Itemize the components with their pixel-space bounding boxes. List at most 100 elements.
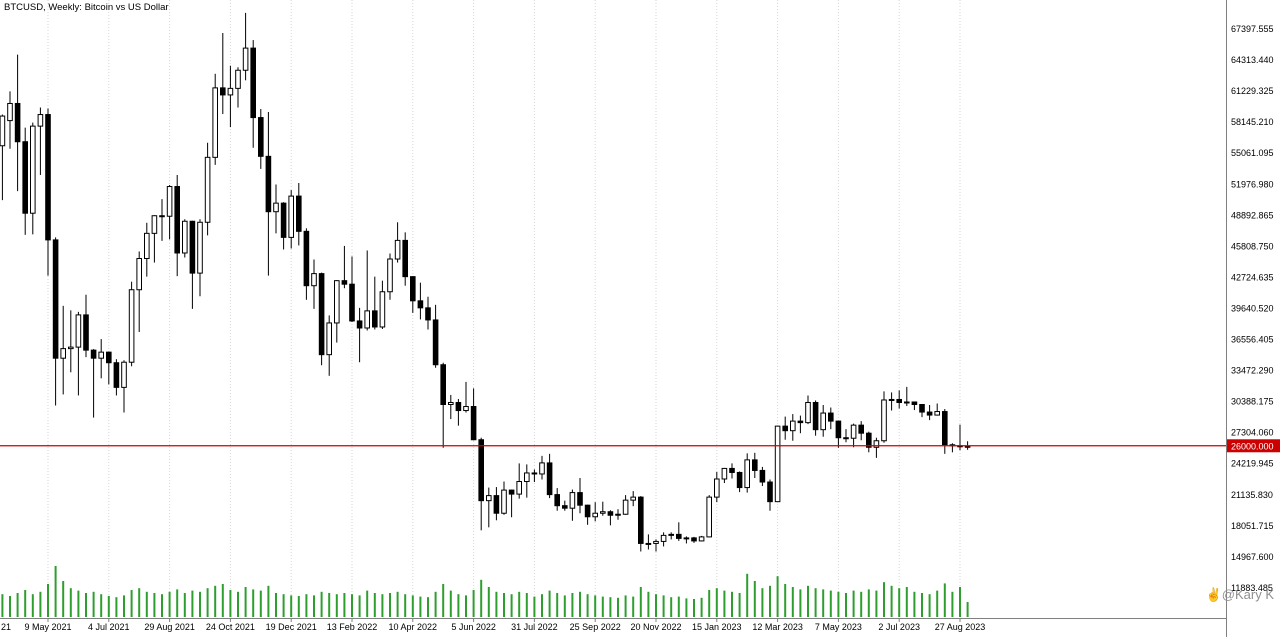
candle-body — [486, 495, 492, 502]
candle-body — [432, 319, 439, 366]
volume-bar — [746, 573, 749, 617]
volume-bar — [966, 602, 969, 617]
candle-body — [828, 412, 834, 422]
date-axis-label: 21 — [1, 622, 11, 632]
volume-bar — [693, 599, 695, 617]
candle-body — [220, 87, 226, 96]
price-axis-label: 64313.440 — [1231, 55, 1274, 65]
time-axis[interactable]: 21 9 May 2021 4 Jul 2021 29 Aug 2021 24 Oct … — [0, 618, 1227, 633]
volume-bar — [723, 590, 726, 617]
price-axis-label: 61229.325 — [1231, 86, 1274, 96]
candle-body — [106, 351, 112, 364]
volume-bar — [1, 594, 4, 617]
volume-bar — [518, 591, 521, 617]
candle-body — [615, 513, 621, 516]
candle-body — [258, 117, 264, 157]
price-axis-label: 55061.095 — [1231, 148, 1274, 158]
volume-bar — [898, 588, 901, 617]
candle-body — [866, 432, 872, 448]
candle-body — [402, 239, 408, 278]
candle-body — [759, 469, 766, 483]
candle-body — [774, 425, 781, 503]
price-line-tag[interactable]: 26000.000 — [1227, 439, 1280, 453]
volume-bar — [267, 585, 270, 617]
volume-bar — [905, 587, 908, 617]
candle-body — [607, 511, 614, 516]
candle-body — [569, 492, 576, 509]
candle-body — [394, 239, 401, 260]
price-axis-label: 67397.555 — [1231, 24, 1274, 34]
volume-bar — [449, 590, 452, 617]
candle-body — [744, 459, 751, 489]
volume-bar — [168, 591, 171, 617]
candle-body — [151, 215, 158, 234]
volume-bar — [951, 591, 954, 617]
volume-bar — [586, 594, 589, 617]
candle-body — [729, 467, 735, 473]
price-axis-label: 27304.060 — [1231, 428, 1274, 438]
volume-bar — [275, 593, 277, 617]
candle-body — [463, 406, 469, 412]
candle-body — [714, 478, 720, 498]
volume-bar — [799, 589, 802, 617]
volume-bar — [373, 593, 376, 617]
candle-body — [273, 202, 279, 213]
candle-body — [584, 504, 591, 518]
candle-body — [341, 280, 348, 285]
volume-bar — [814, 588, 817, 617]
candle-body — [45, 114, 51, 241]
price-axis-label: 45808.750 — [1231, 241, 1274, 251]
candle-body — [159, 215, 165, 218]
volume-bar — [647, 591, 650, 617]
candle-body — [0, 115, 6, 147]
candle-body — [288, 195, 294, 238]
chart-symbol-label: BTCUSD, Weekly: Bitcoin vs US Dollar — [4, 2, 169, 13]
price-axis-label: 14967.600 — [1231, 552, 1274, 562]
candle-body — [410, 276, 416, 302]
candle-body — [683, 537, 690, 540]
volume-bar — [39, 591, 42, 617]
volume-bar — [381, 594, 384, 617]
volume-bar — [77, 590, 80, 617]
candle-body — [554, 494, 561, 507]
candle-body — [508, 489, 515, 495]
date-axis-label: 9 May 2021 — [24, 622, 71, 632]
candle-body — [364, 310, 370, 329]
price-axis-label: 33472.290 — [1231, 366, 1274, 376]
volume-bar — [601, 596, 604, 617]
volume-bar — [328, 593, 331, 617]
candle-body — [349, 283, 355, 322]
candle-body — [797, 420, 804, 424]
date-axis-label: 19 Dec 2021 — [266, 622, 317, 632]
candle-body — [934, 411, 941, 416]
price-axis-label: 58145.210 — [1231, 117, 1274, 127]
volume-bar — [31, 594, 34, 617]
candle-body — [121, 361, 127, 388]
volume-bar — [495, 591, 498, 617]
volume-bar — [69, 588, 72, 617]
volume-bar — [883, 582, 885, 617]
volume-bar — [632, 596, 635, 617]
candle-body — [668, 533, 675, 536]
volume-bar — [107, 596, 110, 617]
volume-bar — [761, 588, 764, 617]
date-axis-label: 7 May 2023 — [815, 622, 862, 632]
candle-body — [280, 202, 287, 238]
price-axis-label: 51976.980 — [1231, 179, 1274, 189]
volume-bar — [807, 585, 809, 617]
volume-bar — [138, 588, 141, 617]
candle-body — [379, 291, 386, 328]
volume-bar — [503, 593, 505, 617]
price-axis[interactable]: 67397.555 64313.440 61229.325 58145.210 5506… — [1226, 0, 1280, 637]
price-axis-label: 48892.865 — [1231, 210, 1274, 220]
volume-bar — [594, 595, 597, 617]
candle-body — [888, 398, 895, 401]
candle-body — [904, 401, 910, 404]
candle-body — [60, 348, 67, 359]
candle-body — [539, 462, 545, 475]
candle-body — [212, 87, 218, 158]
candle-body — [128, 289, 135, 363]
volume-bar — [472, 590, 475, 617]
volume-bar — [161, 594, 163, 617]
